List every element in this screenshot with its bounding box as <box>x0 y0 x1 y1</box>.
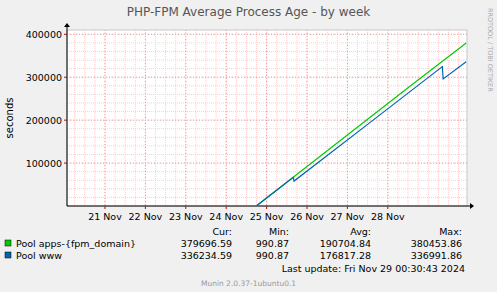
legend-stat: 336991.86 <box>411 250 462 261</box>
chart: 21 Nov 22 Nov 23 Nov 24 Nov 25 Nov 26 Nov 27 N… <box>0 0 497 292</box>
minor-grid <box>67 85 467 86</box>
minor-grid <box>67 154 467 155</box>
legend-stat: 990.87 <box>256 250 289 261</box>
minor-grid <box>327 30 328 206</box>
y-grid <box>67 120 467 121</box>
minor-grid <box>256 30 257 206</box>
x-grid <box>307 30 308 206</box>
x-grid <box>226 30 227 206</box>
minor-grid <box>307 30 308 206</box>
minor-grid <box>236 30 237 206</box>
minor-grid <box>347 30 348 206</box>
minor-grid <box>104 30 105 206</box>
minor-grid <box>84 30 85 206</box>
y-grid <box>67 163 467 164</box>
minor-grid <box>165 30 166 206</box>
legend-label: Pool www <box>16 250 62 261</box>
x-tick-label: 27 Nov <box>331 211 365 222</box>
y-axis <box>67 26 68 206</box>
minor-grid <box>317 30 318 206</box>
watermark: RRDTOOL / TOBI OETIKER <box>486 8 494 92</box>
last-update: Last update: Fri Nov 29 00:30:43 2024 <box>282 263 465 274</box>
minor-grid <box>266 30 267 206</box>
legend-header: Cur: <box>212 226 232 237</box>
x-tick-label: 28 Nov <box>371 211 405 222</box>
y-tick-label: 100000 <box>26 158 62 169</box>
minor-grid <box>337 30 338 206</box>
series-line <box>257 43 466 206</box>
x-grid <box>387 30 388 206</box>
minor-grid <box>94 30 95 206</box>
minor-grid <box>67 68 467 69</box>
title: PHP-FPM Average Process Age - by week <box>127 5 371 19</box>
minor-grid <box>216 30 217 206</box>
x-tick-label: 26 Nov <box>290 211 324 222</box>
x-tick-label: 25 Nov <box>250 211 284 222</box>
legend-header: Avg: <box>350 226 371 237</box>
minor-grid <box>357 30 358 206</box>
y-tick-label: 300000 <box>26 72 62 83</box>
minor-grid <box>125 30 126 206</box>
legend-swatch <box>5 252 11 258</box>
x-grid <box>266 30 267 206</box>
minor-grid <box>67 77 467 78</box>
x-grid <box>145 30 146 206</box>
legend-stat: 336234.59 <box>181 250 232 261</box>
series-line <box>257 62 466 206</box>
x-tick-label: 23 Nov <box>169 211 203 222</box>
x-axis-arrow <box>470 203 474 209</box>
legend-header: Max: <box>439 226 462 237</box>
x-grid <box>347 30 348 206</box>
x-axis <box>67 206 471 207</box>
x-tick-label: 24 Nov <box>209 211 243 222</box>
background <box>0 0 497 292</box>
legend-stat: 379696.59 <box>181 238 232 249</box>
minor-grid <box>408 30 409 206</box>
minor-grid <box>175 30 176 206</box>
minor-grid <box>205 30 206 206</box>
legend-stat: 990.87 <box>256 238 289 249</box>
legend-stat: 380453.86 <box>411 238 462 249</box>
minor-grid <box>428 30 429 206</box>
minor-grid <box>115 30 116 206</box>
minor-grid <box>458 30 459 206</box>
plot-area <box>67 30 467 206</box>
minor-grid <box>67 137 467 138</box>
x-tick-label: 22 Nov <box>129 211 163 222</box>
minor-grid <box>246 30 247 206</box>
minor-grid <box>438 30 439 206</box>
minor-grid <box>418 30 419 206</box>
plot-frame <box>67 30 467 206</box>
minor-grid <box>135 30 136 206</box>
series-group <box>257 43 466 206</box>
y-tick-label: 400000 <box>26 29 62 40</box>
legend-stat: 190704.84 <box>320 238 371 249</box>
legend-stat: 176817.28 <box>320 250 371 261</box>
legend-label: Pool apps-{fpm_domain} <box>16 238 136 249</box>
minor-grid <box>377 30 378 206</box>
minor-grid <box>185 30 186 206</box>
minor-grid <box>286 30 287 206</box>
y-grid <box>67 77 467 78</box>
minor-grid <box>276 30 277 206</box>
legend-header: Min: <box>269 226 289 237</box>
minor-grid <box>74 30 75 206</box>
x-tick-label: 21 Nov <box>88 211 122 222</box>
minor-grid <box>226 30 227 206</box>
y-axis-arrow <box>64 23 70 27</box>
minor-grid <box>367 30 368 206</box>
x-grid <box>185 30 186 206</box>
x-grid <box>104 30 105 206</box>
y-tick-label: 200000 <box>26 115 62 126</box>
legend-swatch <box>5 240 11 246</box>
y-label: seconds <box>4 98 15 139</box>
y-grid <box>67 34 467 35</box>
minor-grid <box>195 30 196 206</box>
minor-grid <box>397 30 398 206</box>
minor-grid <box>67 145 467 146</box>
minor-grid <box>387 30 388 206</box>
minor-grid <box>155 30 156 206</box>
footer: Munin 2.0.37-1ubuntu0.1 <box>201 279 296 288</box>
minor-grid <box>145 30 146 206</box>
